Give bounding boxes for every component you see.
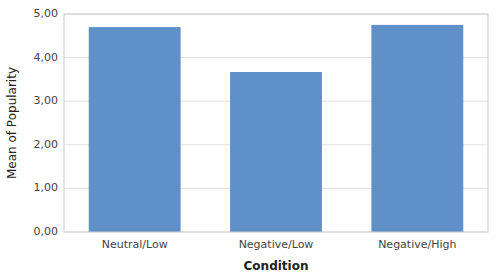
y-tick-label: 0,00 xyxy=(34,225,59,238)
x-tick-label: Negative/Low xyxy=(239,238,314,251)
chart-container: 0,00 1,00 2,00 3,00 4,00 5,00 Neutral/Low Negat… xyxy=(0,0,500,278)
x-tick-label: Neutral/Low xyxy=(102,238,168,251)
y-axis-label: Mean of Popularity xyxy=(5,67,19,179)
y-tick-label: 2,00 xyxy=(34,138,59,151)
bar xyxy=(371,25,463,232)
plot-frame xyxy=(64,14,488,232)
y-tick-label: 3,00 xyxy=(34,94,59,107)
bar xyxy=(230,72,322,232)
x-axis-label: Condition xyxy=(244,259,309,273)
bars xyxy=(89,25,464,232)
x-tick-label: Negative/High xyxy=(378,238,456,251)
y-ticks: 0,00 1,00 2,00 3,00 4,00 5,00 xyxy=(34,7,59,238)
y-tick-label: 1,00 xyxy=(34,181,59,194)
bar xyxy=(89,27,181,232)
y-grid xyxy=(64,14,488,232)
y-tick-label: 5,00 xyxy=(34,7,59,20)
x-ticks: Neutral/Low Negative/Low Negative/High xyxy=(102,238,457,251)
chart-svg: 0,00 1,00 2,00 3,00 4,00 5,00 Neutral/Low Negat… xyxy=(0,0,500,278)
y-tick-label: 4,00 xyxy=(34,51,59,64)
